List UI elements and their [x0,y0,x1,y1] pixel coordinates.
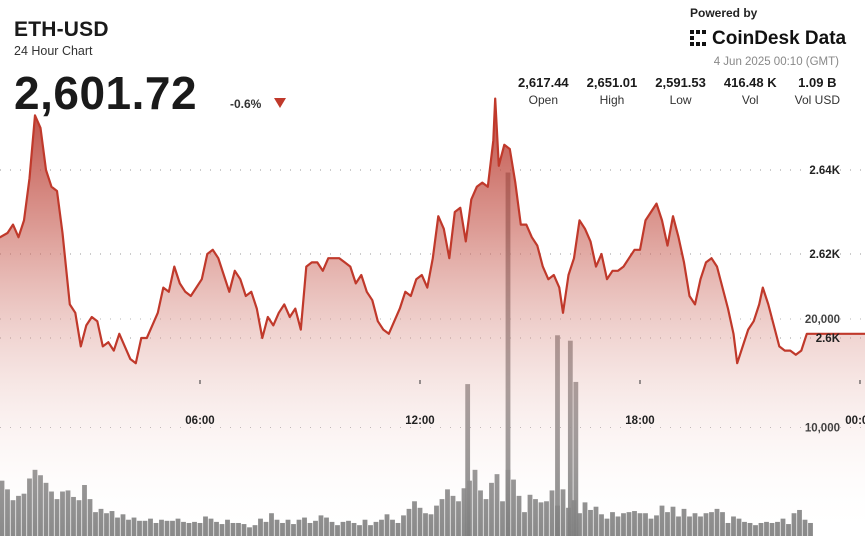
coindesk-logo-icon [690,30,708,48]
stat-label: Open [528,93,559,107]
y-tick-label: 2.6K [816,333,841,345]
stat-value: 416.48 K [723,75,777,90]
chart-subtitle: 24 Hour Chart [14,44,93,58]
stat-value: 2,651.01 [586,75,638,90]
price-line [0,97,865,365]
volume-tick-label: 10,000 [805,423,840,435]
stat-label: Low [669,93,692,107]
stat-open: 2,617.44 Open [518,75,569,107]
brand-logo[interactable]: CoinDesk Data [690,28,846,50]
volume-tick-label: 20,000 [805,314,840,326]
brand-name: CoinDesk Data [712,28,847,49]
stat-vol: 416.48 K Vol [724,75,777,107]
down-arrow-icon [274,98,286,108]
header: ETH-USD 24 Hour Chart [14,18,109,58]
stat-label: Vol [741,93,759,107]
stats-row: 2,617.44 Open 2,651.01 High 2,591.53 Low… [500,75,840,107]
price-area-fill [0,98,865,536]
powered-by: Powered by [690,6,758,20]
stat-value: 1.09 B [798,75,837,90]
price-change: -0.6% [230,97,262,111]
current-price: 2,601.72 [14,67,198,119]
y-tick-label: 2.62K [809,249,840,261]
stat-label: High [599,93,625,107]
y-tick-label: 2.64K [809,165,840,177]
timestamp: 4 Jun 2025 00:10 (GMT) [713,56,839,68]
stat-label: Vol USD [794,93,840,107]
x-tick-label: 00:00 [845,415,865,427]
symbol-title: ETH-USD [14,18,109,41]
x-tick-label: 06:00 [185,415,214,427]
stat-low: 2,591.53 Low [655,75,706,107]
x-tick-label: 18:00 [625,415,654,427]
axis-labels: 06:00 12:00 18:00 00:00 2.6K 2.62K 2.64K 10,000… [185,165,865,435]
price-area [0,97,865,536]
stat-value: 2,617.44 [518,75,569,90]
stat-vol-usd: 1.09 B Vol USD [795,75,840,107]
stat-high: 2,651.01 High [587,75,638,107]
stat-value: 2,591.53 [655,75,706,90]
x-tick-label: 12:00 [405,415,434,427]
